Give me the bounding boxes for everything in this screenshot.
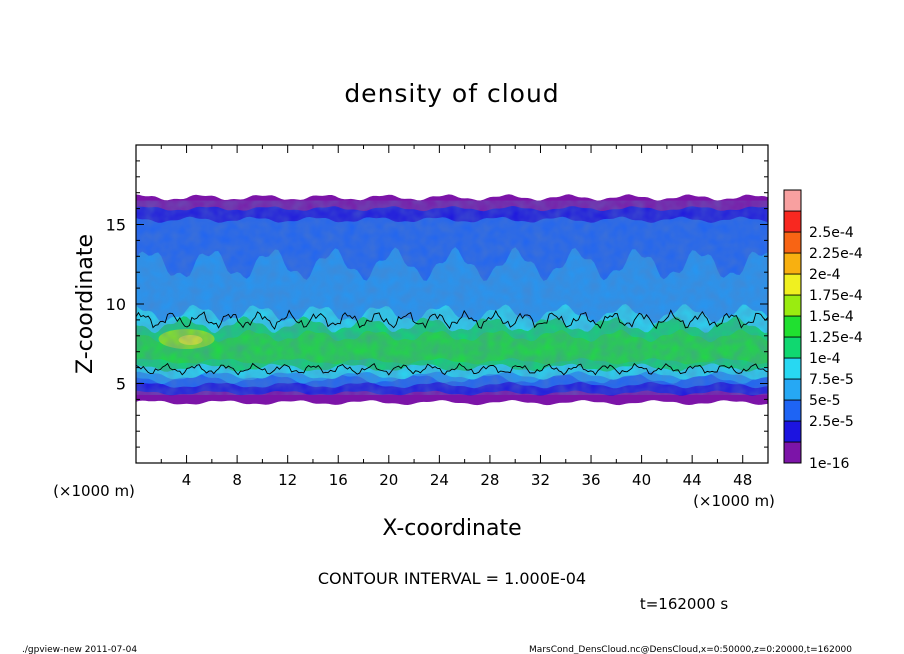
contour-lower [136, 362, 768, 376]
colorbar-swatch [783, 273, 802, 296]
colorbar-label: 1.5e-4 [809, 309, 854, 325]
colorbar-swatch [783, 315, 802, 338]
colorbar-label: 2e-4 [809, 267, 841, 283]
colorbar-swatch [783, 420, 802, 443]
x-unit-label: (×1000 m) [693, 492, 775, 510]
x-tick-label: 24 [430, 471, 449, 489]
colorbar-swatch [783, 210, 802, 233]
colorbar-swatch [783, 378, 802, 401]
footer-left: ./gpview-new 2011-07-04 [22, 645, 137, 654]
colorbar-swatch [783, 336, 802, 359]
y-axis: 5 10 15 [106, 160, 768, 448]
footer-right: MarsCond_DensCloud.nc@DensCloud,x=0:5000… [529, 645, 852, 654]
x-tick-label: 4 [182, 471, 192, 489]
colorbar-swatch [783, 441, 802, 464]
x-tick-label: 8 [232, 471, 242, 489]
y-unit-label: (×1000 m) [53, 482, 135, 500]
x-axis: 4 8 12 16 20 24 28 32 36 40 44 48 [160, 145, 769, 489]
colorbar-label: 1e-16 [809, 456, 849, 472]
x-tick-label: 20 [379, 471, 398, 489]
y-axis-label: Z-coordinate [73, 234, 98, 374]
colorbar-label: 2.25e-4 [809, 246, 863, 262]
contour-upper [136, 309, 768, 330]
x-tick-label: 16 [329, 471, 348, 489]
y-tick-label: 5 [116, 375, 126, 394]
x-tick-label: 44 [683, 471, 702, 489]
x-tick-label: 32 [531, 471, 550, 489]
colorbar-swatch [783, 294, 802, 317]
heatmap-field [136, 194, 768, 406]
x-tick-label: 48 [733, 471, 752, 489]
colorbar-swatch [783, 189, 802, 212]
colorbar-label: 7.5e-5 [809, 372, 854, 388]
colorbar: 1e-16 2.5e-5 5e-5 7.5e-5 1e-4 1.25e-4 1.5e-4 1.… [783, 189, 863, 472]
time-text: t=162000 s [640, 595, 728, 613]
x-tick-label: 40 [632, 471, 651, 489]
colorbar-label: 1.75e-4 [809, 288, 863, 304]
y-tick-label: 10 [106, 295, 126, 314]
x-tick-label: 12 [278, 471, 297, 489]
noise-texture [136, 200, 768, 395]
colorbar-frame [783, 189, 802, 464]
x-axis-label: X-coordinate [382, 516, 521, 541]
colorbar-swatch [783, 357, 802, 380]
contour-interval-text: CONTOUR INTERVAL = 1.000E-04 [318, 569, 586, 588]
colorbar-label: 5e-5 [809, 393, 840, 409]
colorbar-label: 2.5e-5 [809, 414, 854, 430]
colorbar-swatch [783, 231, 802, 254]
colorbar-label: 1e-4 [809, 351, 841, 367]
colorbar-label: 1.25e-4 [809, 330, 863, 346]
colorbar-swatch [783, 399, 802, 422]
y-tick-label: 15 [106, 216, 126, 235]
chart-title: density of cloud [344, 79, 559, 108]
x-tick-label: 28 [480, 471, 499, 489]
colorbar-label: 2.5e-4 [809, 225, 854, 241]
x-tick-label: 36 [581, 471, 600, 489]
colorbar-swatch [783, 252, 802, 275]
